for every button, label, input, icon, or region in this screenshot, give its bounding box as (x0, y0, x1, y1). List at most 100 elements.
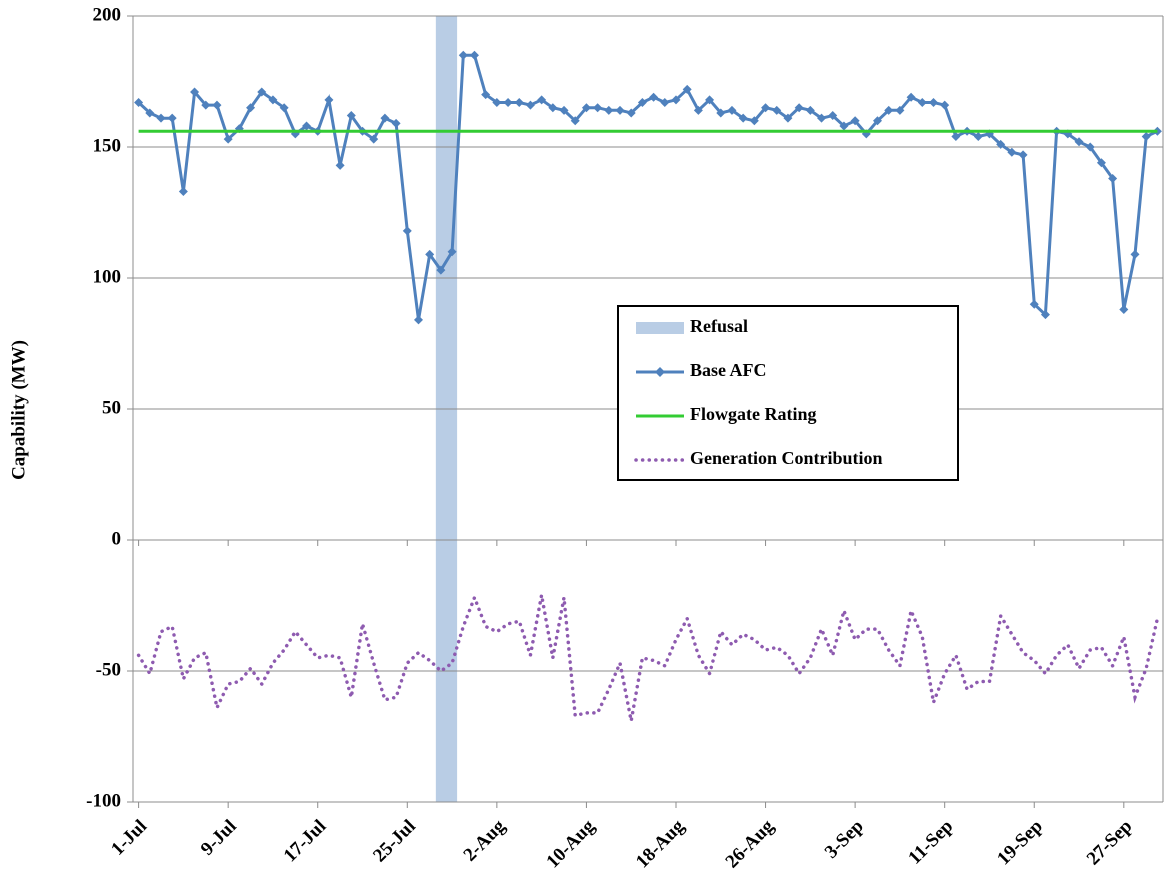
point (604, 105, 614, 115)
point (940, 100, 950, 110)
point (1040, 310, 1050, 320)
point (1007, 147, 1017, 157)
point (615, 105, 625, 115)
point (167, 113, 177, 123)
legend-box (617, 305, 959, 481)
point (324, 95, 334, 105)
point (1119, 304, 1129, 314)
point (817, 113, 827, 123)
legend-label: Generation Contribution (690, 448, 883, 468)
point (458, 50, 468, 60)
x-tick-label: 19-Sep (993, 816, 1047, 870)
point (380, 113, 390, 123)
point (716, 108, 726, 118)
x-tick-label: 10-Aug (542, 815, 599, 872)
y-tick-label: 100 (93, 266, 122, 287)
x-tick-label: 26-Aug (722, 815, 779, 872)
point (783, 113, 793, 123)
point (335, 160, 345, 170)
point (828, 111, 838, 121)
point (1096, 158, 1106, 168)
point (671, 95, 681, 105)
point (570, 116, 580, 126)
point (559, 105, 569, 115)
point (951, 132, 961, 142)
point (481, 90, 491, 100)
point (850, 116, 860, 126)
point (996, 139, 1006, 149)
point (593, 103, 603, 113)
point (279, 103, 289, 113)
point (637, 97, 647, 107)
point (1152, 126, 1162, 136)
point (391, 118, 401, 128)
x-tick-label: 3-Sep (821, 816, 868, 863)
point (436, 265, 446, 275)
y-tick-label: 50 (102, 397, 121, 418)
point (257, 87, 267, 97)
point (134, 97, 144, 107)
point (1141, 132, 1151, 142)
point (839, 121, 849, 131)
point (895, 105, 905, 115)
point (1085, 142, 1095, 152)
point (581, 103, 591, 113)
point (805, 105, 815, 115)
y-tick-label: 0 (112, 528, 122, 549)
point (413, 315, 423, 325)
y-tick-label: -50 (96, 659, 121, 680)
x-tick-label: 18-Aug (632, 815, 689, 872)
point (525, 100, 535, 110)
point (649, 92, 659, 102)
point (660, 97, 670, 107)
x-tick-label: 9-Jul (197, 816, 241, 860)
y-tick-label: -100 (86, 790, 121, 811)
point (447, 247, 457, 257)
x-tick-label: 27-Sep (1083, 816, 1137, 870)
point (548, 103, 558, 113)
point (738, 113, 748, 123)
point (156, 113, 166, 123)
y-tick-label: 150 (93, 135, 122, 156)
point (537, 95, 547, 105)
point (906, 92, 916, 102)
series-line (137, 53, 1159, 321)
point (682, 84, 692, 94)
point (492, 97, 502, 107)
point (693, 105, 703, 115)
point (178, 187, 188, 197)
legend-label: Flowgate Rating (690, 404, 816, 424)
point (425, 249, 435, 259)
point (749, 116, 759, 126)
point (514, 97, 524, 107)
point (246, 103, 256, 113)
point (626, 108, 636, 118)
point (917, 97, 927, 107)
point (503, 97, 513, 107)
point (884, 105, 894, 115)
point (268, 95, 278, 105)
point (402, 226, 412, 236)
point (212, 100, 222, 110)
point (201, 100, 211, 110)
point (302, 121, 312, 131)
legend-swatch (636, 322, 684, 334)
point (794, 103, 804, 113)
point (761, 103, 771, 113)
point (1029, 299, 1039, 309)
point (1130, 249, 1140, 259)
point (469, 50, 479, 60)
point (973, 132, 983, 142)
legend-marker (655, 367, 665, 377)
y-tick-label: 200 (93, 4, 122, 25)
point (1018, 150, 1028, 160)
point (145, 108, 155, 118)
point (190, 87, 200, 97)
x-tick-label: 11-Sep (904, 816, 957, 869)
x-tick-label: 2-Aug (460, 815, 510, 865)
point (346, 111, 356, 121)
x-tick-label: 1-Jul (107, 816, 151, 860)
point (705, 95, 715, 105)
